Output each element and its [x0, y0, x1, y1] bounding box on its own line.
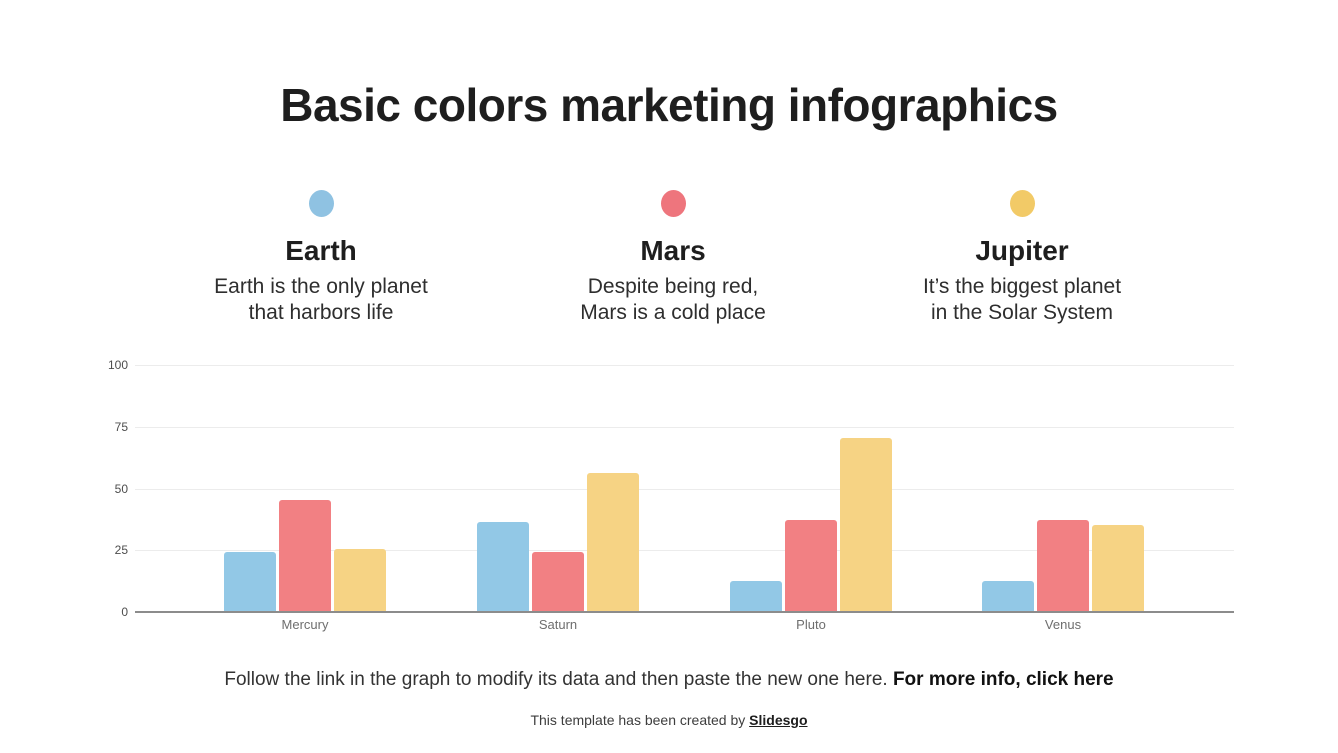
- y-tick-label-50: 50: [114, 482, 128, 496]
- more-info-link[interactable]: For more info, click here: [892, 669, 1114, 690]
- instruction-regular-text: Follow the link in the graph to modify i…: [224, 669, 893, 690]
- planet-description: Despite being red, Mars is a cold place: [580, 275, 766, 324]
- y-gridline-50: [135, 489, 1234, 490]
- bar-mercury-mars: [279, 500, 331, 611]
- bar-saturn-earth: [477, 522, 529, 611]
- bar-saturn-mars: [532, 552, 584, 611]
- bar-venus-mars: [1037, 520, 1089, 611]
- legend-card-jupiter: Jupiter It’s the biggest planet in the Sol…: [862, 190, 1182, 326]
- planet-name: Mars: [640, 235, 706, 266]
- planet-description: It’s the biggest planet in the Solar Syst…: [922, 275, 1122, 324]
- y-tick-label-25: 25: [114, 543, 128, 557]
- bar-venus-earth: [982, 581, 1034, 611]
- planet-dot-icon: [308, 190, 334, 217]
- bar-pluto-mars: [785, 520, 837, 611]
- x-axis-line: [135, 611, 1234, 613]
- planet-dot-icon: [1009, 190, 1035, 217]
- bar-mercury-jupiter: [334, 549, 386, 611]
- planet-name: Jupiter: [975, 235, 1069, 266]
- planet-dot-icon: [660, 190, 686, 217]
- slidesgo-link[interactable]: Slidesgo: [749, 712, 808, 728]
- y-gridline-75: [135, 427, 1234, 428]
- category-label-mercury: Mercury: [281, 617, 329, 632]
- instruction-text: Follow the link in the graph to modify i…: [0, 666, 1338, 694]
- credit-regular-text: This template has been created by: [530, 712, 750, 728]
- y-gridline-100: [135, 365, 1234, 366]
- y-gridline-25: [135, 550, 1234, 551]
- bar-pluto-jupiter: [840, 438, 892, 611]
- credit-text: This template has been created by Slides…: [0, 710, 1338, 730]
- category-label-saturn: Saturn: [538, 617, 578, 632]
- bar-pluto-earth: [730, 581, 782, 611]
- legend-card-mars: Mars Despite being red, Mars is a cold pla…: [513, 190, 833, 326]
- y-tick-label-75: 75: [114, 420, 128, 434]
- category-label-pluto: Pluto: [796, 617, 826, 632]
- slide-title: Basic colors marketing infographics: [280, 79, 1058, 131]
- y-tick-label-0: 0: [121, 605, 128, 619]
- category-label-venus: Venus: [1044, 617, 1082, 632]
- planet-description: Earth is the only planet that harbors lif…: [214, 275, 428, 324]
- legend-card-earth: Earth Earth is the only planet that harbor…: [161, 190, 481, 326]
- bar-venus-jupiter: [1092, 525, 1144, 611]
- bar-mercury-earth: [224, 552, 276, 611]
- planet-name: Earth: [285, 235, 357, 266]
- bar-saturn-jupiter: [587, 473, 639, 611]
- y-tick-label-100: 100: [107, 358, 128, 372]
